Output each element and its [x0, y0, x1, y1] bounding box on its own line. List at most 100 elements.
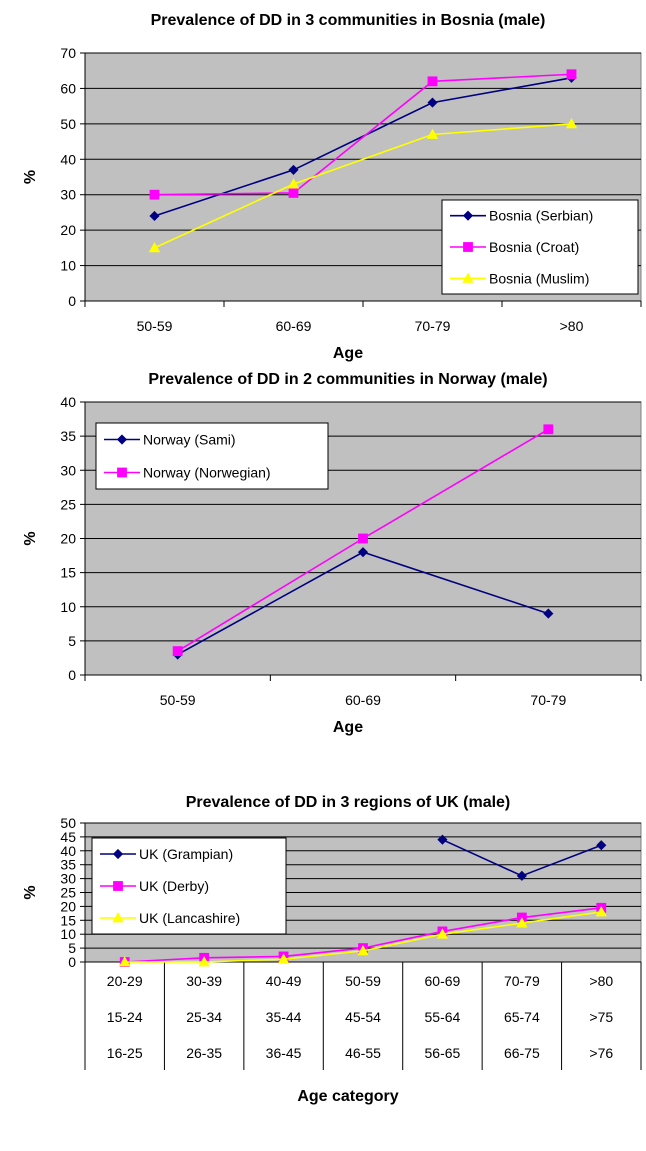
- data-point: [357, 547, 369, 558]
- legend-marker: [113, 881, 123, 891]
- data-point: [543, 424, 554, 435]
- x-tick-label: 50-59: [345, 973, 381, 989]
- x-tick-label: 30-39: [186, 973, 222, 989]
- y-tick-label: 30: [60, 871, 76, 887]
- legend-marker: [462, 272, 474, 283]
- data-point: [565, 118, 578, 129]
- data-point: [436, 928, 449, 939]
- series-1: [437, 834, 607, 881]
- legend-label: Bosnia (Croat): [489, 239, 579, 255]
- x-tick-label: 40-49: [266, 973, 302, 989]
- x-tick-label: 55-64: [425, 1009, 461, 1025]
- x-axis-label: Age: [333, 345, 363, 362]
- y-tick-label: 10: [60, 258, 76, 274]
- data-point: [148, 242, 161, 253]
- series-3: [148, 118, 578, 253]
- y-tick-label: 0: [68, 667, 76, 683]
- y-tick-label: 45: [60, 829, 76, 845]
- chart-2: Prevalence of DD in 2 communities in Nor…: [22, 371, 642, 736]
- chart-title: Prevalence of DD in 3 regions of UK (mal…: [186, 794, 511, 811]
- y-tick-label: 70: [60, 45, 76, 61]
- y-tick-label: 15: [60, 912, 76, 928]
- data-point: [427, 76, 438, 87]
- data-point: [358, 533, 368, 544]
- data-point: [595, 906, 607, 917]
- x-tick-label: >80: [589, 973, 613, 989]
- x-tick-label: 25-34: [186, 1009, 222, 1025]
- series-3: [119, 906, 607, 967]
- y-tick-label: 15: [60, 565, 76, 581]
- legend-box: [95, 422, 329, 490]
- data-point: [198, 956, 210, 967]
- legend-marker: [116, 434, 128, 445]
- x-tick-label: 60-69: [345, 692, 381, 708]
- y-tick-label: 40: [60, 151, 76, 167]
- legend-marker: [462, 210, 474, 221]
- x-tick-label: 50-59: [137, 318, 173, 334]
- y-tick-label: 0: [68, 293, 76, 309]
- x-tick-label: 16-25: [107, 1045, 143, 1061]
- data-point: [543, 608, 554, 619]
- x-axis-label: Age category: [297, 1088, 398, 1105]
- data-point: [287, 178, 300, 189]
- chart-title: Prevalence of DD in 2 communities in Nor…: [148, 371, 547, 388]
- y-tick-label: 25: [60, 496, 76, 512]
- x-tick-label: 45-54: [345, 1009, 381, 1025]
- legend-label: UK (Derby): [139, 878, 209, 894]
- data-point: [437, 834, 448, 845]
- data-point: [516, 917, 528, 928]
- x-tick-label: 60-69: [276, 318, 312, 334]
- y-tick-label: 10: [60, 599, 76, 615]
- data-point: [357, 945, 369, 956]
- y-tick-label: 5: [68, 633, 76, 649]
- y-tick-label: 30: [60, 187, 76, 203]
- x-axis-label: Age: [333, 719, 363, 736]
- y-tick-label: 25: [60, 885, 76, 901]
- legend-label: Bosnia (Serbian): [489, 208, 593, 224]
- y-tick-label: 40: [60, 843, 76, 859]
- legend-marker: [112, 848, 124, 860]
- y-tick-label: 50: [60, 116, 76, 132]
- y-tick-label: 0: [68, 954, 76, 970]
- x-tick-label: 46-55: [345, 1045, 381, 1061]
- chart-title: Prevalence of DD in 3 communities in Bos…: [151, 12, 546, 29]
- x-tick-label: >75: [589, 1009, 613, 1025]
- legend-label: Bosnia (Muslim): [489, 270, 589, 286]
- x-tick-label: >80: [560, 318, 584, 334]
- data-point: [172, 646, 183, 657]
- y-tick-label: 35: [60, 428, 76, 444]
- x-tick-label: 60-69: [425, 973, 461, 989]
- data-point: [288, 164, 299, 175]
- x-tick-label: 65-74: [504, 1009, 540, 1025]
- x-tick-label: 26-35: [186, 1045, 222, 1061]
- data-point: [427, 97, 438, 108]
- series-2: [149, 69, 577, 200]
- legend-marker: [463, 242, 473, 252]
- x-tick-label: >76: [589, 1045, 613, 1061]
- data-point: [426, 128, 439, 139]
- legend-label: UK (Grampian): [139, 846, 233, 862]
- data-point: [119, 956, 131, 967]
- series-line: [154, 73, 572, 196]
- y-tick-label: 20: [60, 531, 76, 547]
- data-point: [149, 210, 160, 222]
- x-tick-label: 70-79: [504, 973, 540, 989]
- chart-3: Prevalence of DD in 3 regions of UK (mal…: [22, 794, 642, 1105]
- x-tick-label: 70-79: [415, 318, 451, 334]
- y-tick-label: 10: [60, 926, 76, 942]
- legend: Norway (Sami) Norway (Norwegian): [95, 422, 329, 490]
- x-tick-label: 50-59: [160, 692, 196, 708]
- data-point: [149, 189, 160, 200]
- x-tick-label: 20-29: [107, 973, 143, 989]
- series-line: [154, 123, 572, 249]
- chart-1: Prevalence of DD in 3 communities in Bos…: [22, 12, 642, 362]
- y-tick-label: 5: [68, 940, 76, 956]
- x-tick-label: 70-79: [530, 692, 566, 708]
- legend-label: UK (Lancashire): [139, 910, 240, 926]
- legend-marker: [112, 912, 124, 923]
- y-tick-label: 20: [60, 898, 76, 914]
- y-tick-label: 60: [60, 80, 76, 96]
- legend-label: Norway (Norwegian): [143, 465, 271, 481]
- data-point: [596, 840, 607, 851]
